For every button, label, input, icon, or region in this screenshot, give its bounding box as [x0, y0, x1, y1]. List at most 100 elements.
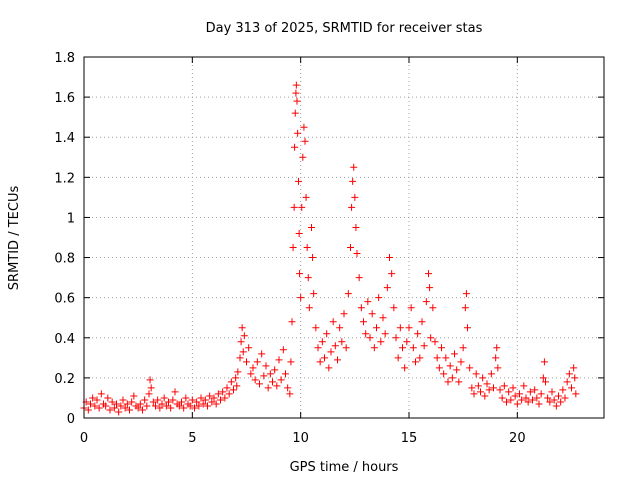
data-point [466, 364, 474, 372]
data-point [117, 402, 125, 410]
data-point [435, 364, 443, 372]
data-point [555, 392, 562, 400]
data-point [348, 203, 356, 211]
data-point [108, 398, 116, 406]
data-point [440, 370, 448, 378]
data-point [420, 342, 428, 350]
data-point [438, 344, 445, 352]
data-point [154, 396, 162, 404]
data-point [494, 364, 502, 372]
data-point [147, 384, 155, 392]
data-point [193, 398, 201, 406]
data-point [505, 388, 513, 396]
data-point [206, 392, 214, 400]
data-point [479, 374, 487, 382]
data-point [561, 394, 569, 402]
data-point [353, 250, 361, 258]
data-point [563, 378, 571, 386]
data-point [493, 344, 501, 352]
data-point [115, 408, 123, 416]
data-point [186, 402, 194, 410]
data-point [396, 324, 404, 332]
data-point [146, 376, 154, 384]
data-point [221, 394, 229, 402]
x-tick-label: 20 [509, 431, 526, 446]
data-point [472, 370, 480, 378]
data-point [121, 404, 129, 412]
data-point [303, 244, 311, 252]
y-tick-label: 1.2 [54, 171, 75, 186]
data-point [266, 370, 274, 378]
data-point [537, 390, 545, 398]
data-point [546, 398, 554, 406]
data-point [366, 334, 374, 342]
data-point [97, 390, 105, 398]
data-point [453, 366, 461, 374]
data-point [399, 344, 406, 352]
data-points [80, 81, 580, 416]
data-point [461, 304, 469, 312]
chart-title: Day 313 of 2025, SRMTID for receiver sta… [206, 21, 483, 36]
y-axis-label: SRMTID / TECUs [7, 186, 22, 291]
data-point [500, 382, 508, 390]
data-point [338, 338, 346, 346]
data-point [331, 342, 339, 350]
data-point [123, 400, 131, 408]
data-point [312, 324, 320, 332]
data-point [344, 290, 352, 298]
data-point [448, 374, 456, 382]
data-point [352, 223, 360, 231]
data-point [412, 358, 419, 366]
data-point [349, 177, 357, 185]
data-point [347, 244, 354, 252]
y-tick-label: 1 [67, 211, 75, 226]
x-tick-label: 15 [401, 431, 418, 446]
x-tick-label: 0 [80, 431, 88, 446]
data-point [171, 388, 179, 396]
data-point [258, 350, 266, 358]
y-tick-label: 0.2 [54, 372, 75, 387]
data-point [455, 378, 463, 386]
data-point [197, 394, 205, 402]
data-point [409, 344, 417, 352]
data-point [214, 390, 222, 398]
data-point [156, 404, 164, 412]
data-point [106, 406, 114, 414]
data-point [336, 324, 344, 332]
y-tick-label: 0 [67, 412, 75, 427]
data-point [524, 398, 532, 406]
data-point [309, 254, 317, 262]
data-point [264, 384, 272, 392]
data-point [225, 390, 233, 398]
data-point [392, 334, 400, 342]
data-point [240, 332, 248, 340]
data-point [210, 394, 218, 402]
data-point [557, 398, 565, 406]
data-point [167, 404, 175, 412]
data-point [442, 354, 450, 362]
y-tick-label: 1.6 [54, 91, 75, 106]
data-point [377, 338, 385, 346]
data-point [444, 378, 452, 386]
data-point [251, 376, 259, 384]
axis-ticks: 0 0.2 0.4 0.6 0.8 1 1.2 1.4 1.6 1.8 0 5 10 15 20 [54, 51, 604, 446]
data-point [542, 378, 549, 386]
data-point [239, 348, 247, 356]
data-point [414, 330, 422, 338]
data-point [429, 304, 437, 312]
data-point [291, 109, 299, 117]
data-point [262, 362, 270, 370]
data-point [113, 400, 120, 408]
data-point [470, 390, 478, 398]
data-point [287, 358, 295, 366]
data-point [325, 364, 333, 372]
data-point [208, 398, 216, 406]
data-point [350, 163, 358, 171]
plot-frame [83, 56, 605, 419]
data-point [446, 362, 454, 370]
data-point [316, 358, 324, 366]
data-point [422, 298, 430, 306]
data-point [540, 358, 548, 366]
data-point [295, 177, 302, 185]
